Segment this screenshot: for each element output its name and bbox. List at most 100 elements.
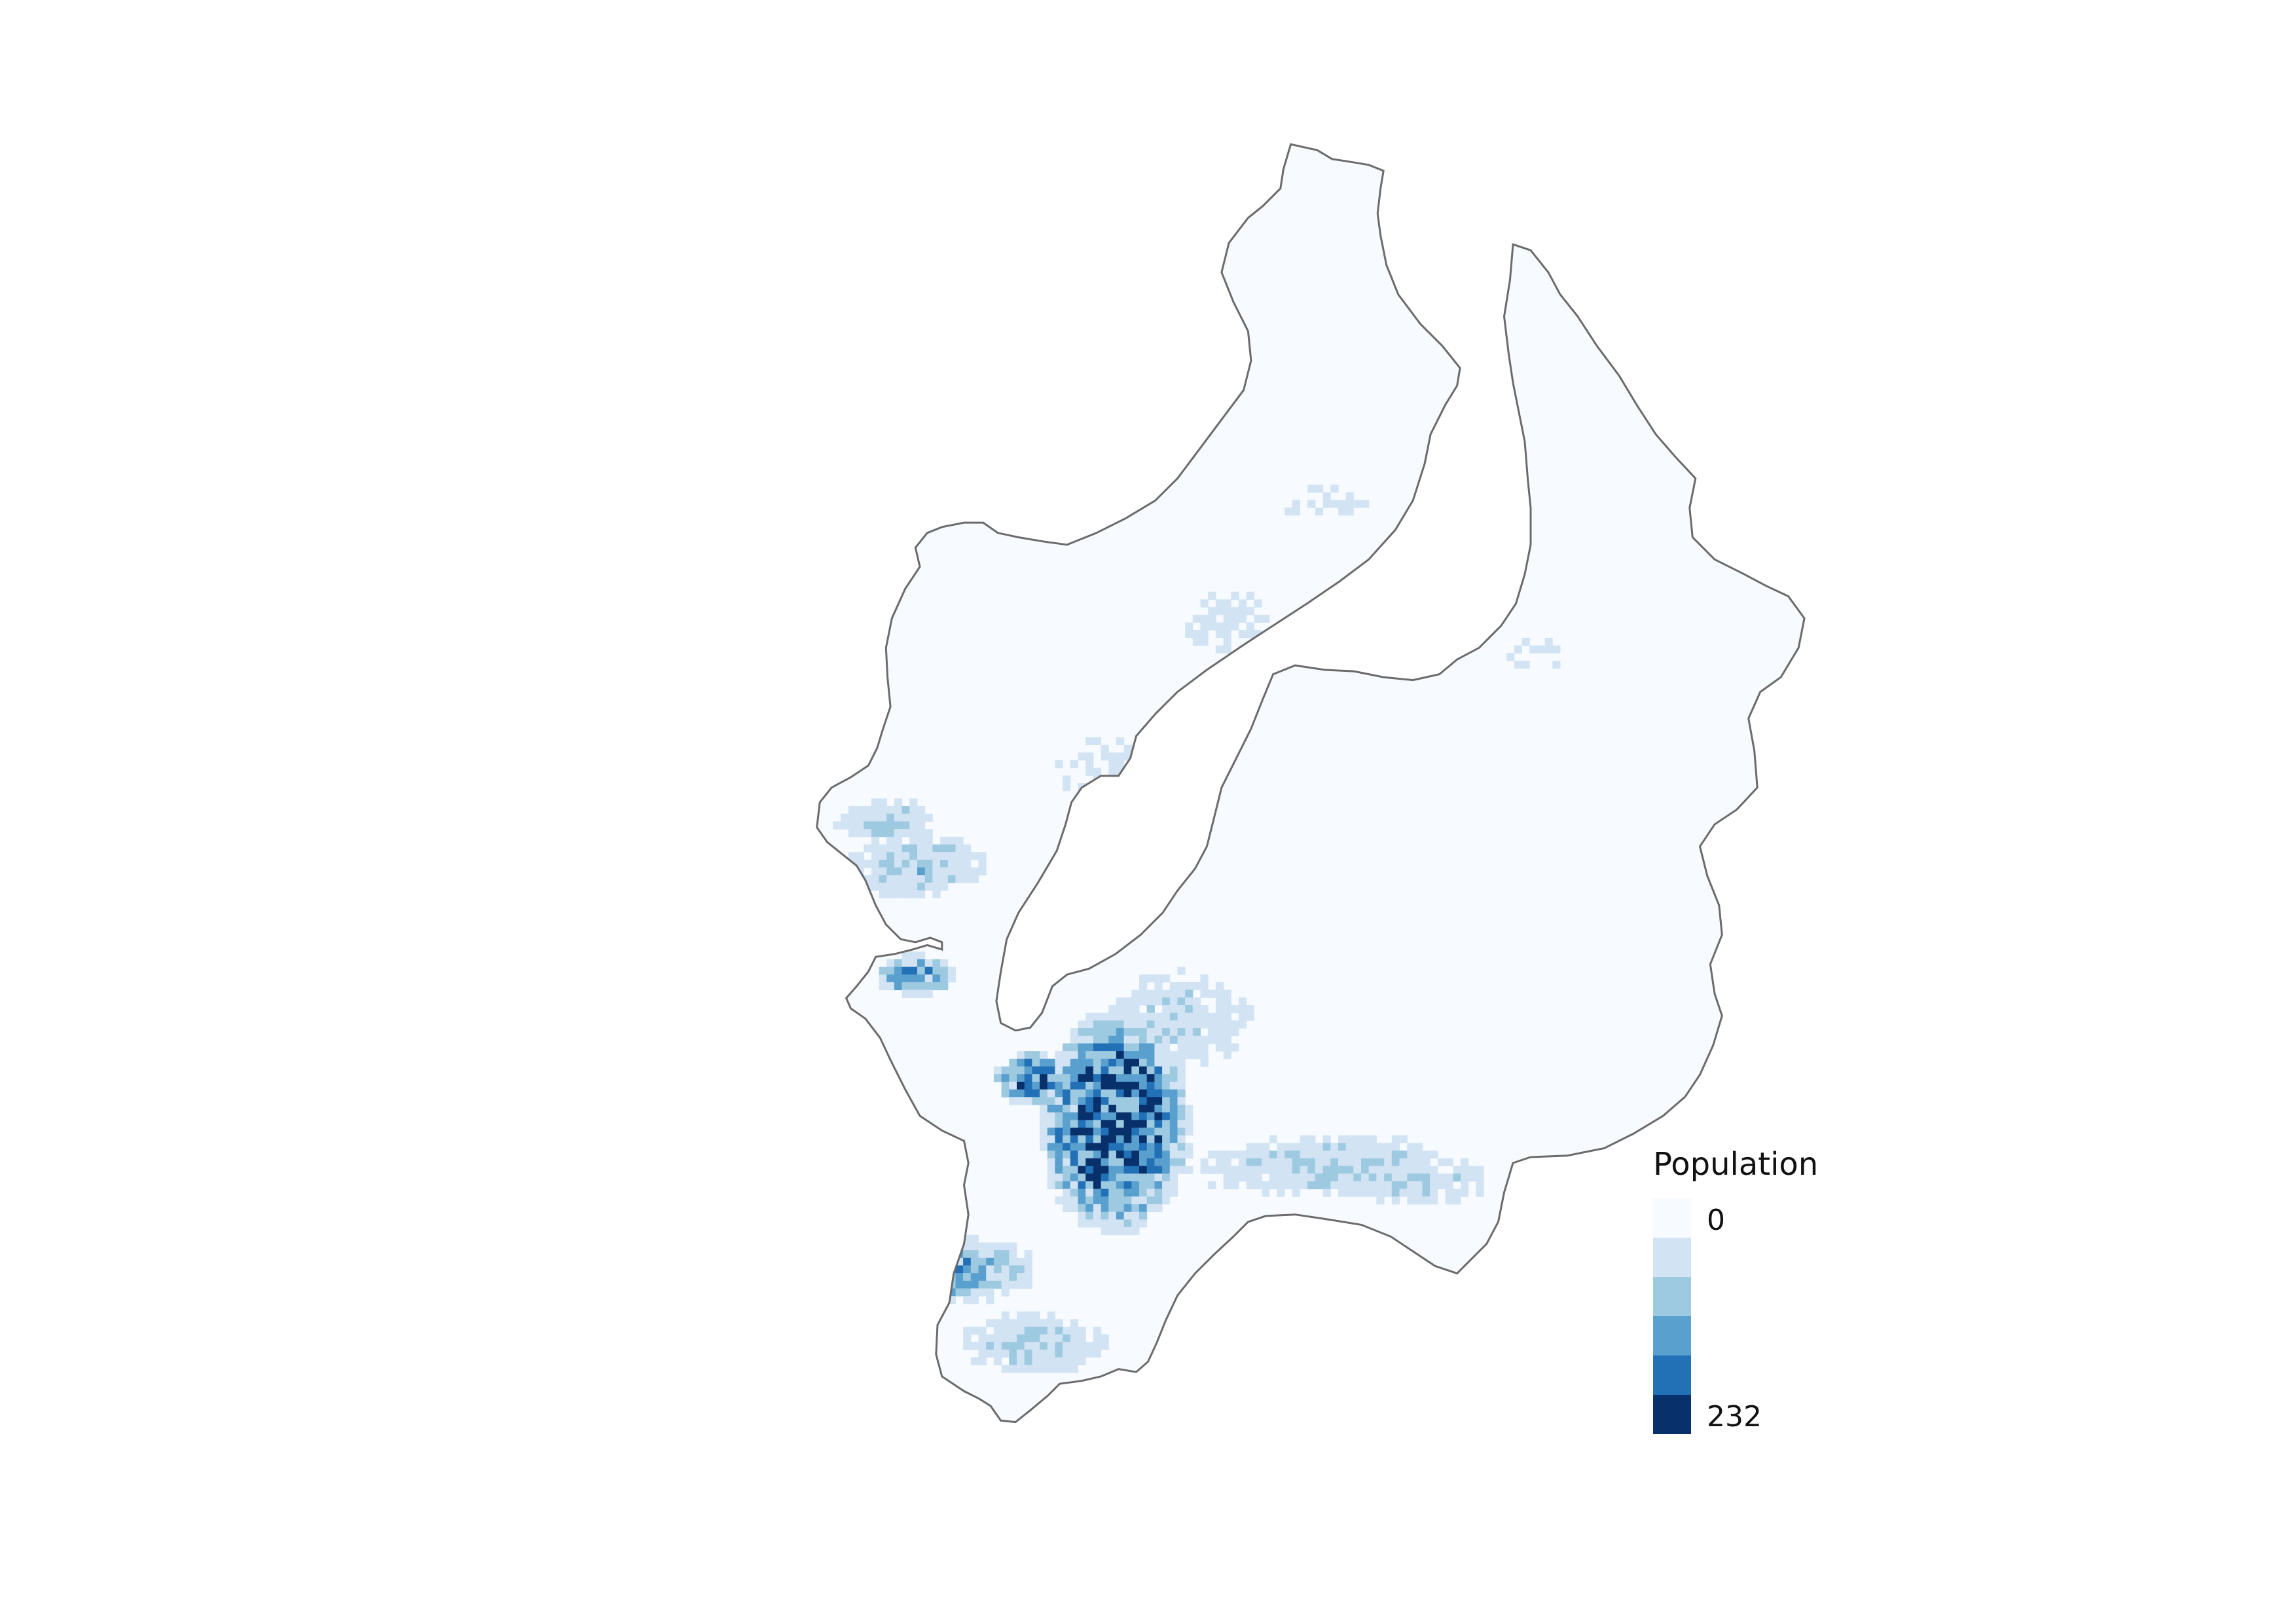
- population-cell: [1146, 1128, 1155, 1136]
- population-cell: [1154, 1189, 1163, 1197]
- population-cell: [1055, 1105, 1063, 1113]
- population-cell: [886, 974, 895, 983]
- population-cell: [1407, 1196, 1415, 1205]
- population-cell: [1108, 767, 1117, 776]
- population-cell: [1123, 1204, 1132, 1213]
- population-cell: [902, 1257, 910, 1266]
- population-cell: [886, 1250, 895, 1259]
- population-cell: [1047, 1181, 1055, 1190]
- population-cell: [1208, 1035, 1216, 1044]
- population-cell: [1376, 1189, 1385, 1197]
- population-cell: [1437, 1158, 1446, 1166]
- population-cell: [1024, 1081, 1032, 1090]
- population-cell: [1154, 1012, 1163, 1021]
- population-cell: [1078, 1097, 1086, 1105]
- population-cell: [886, 882, 895, 891]
- population-cell: [1231, 1181, 1239, 1190]
- population-cell: [1040, 1058, 1048, 1067]
- population-cell: [902, 844, 910, 853]
- population-cell: [1322, 1158, 1331, 1166]
- population-cell: [917, 882, 926, 891]
- population-cell: [1055, 760, 1063, 769]
- population-cell: [1368, 1135, 1377, 1143]
- population-cell: [1040, 1112, 1048, 1120]
- population-cell: [1300, 1151, 1308, 1159]
- population-cell: [1139, 1196, 1148, 1205]
- population-cell: [1200, 630, 1209, 638]
- population-cell: [1108, 1112, 1117, 1120]
- population-cell: [1154, 1151, 1163, 1159]
- population-cell: [1139, 1204, 1148, 1213]
- population-cell: [1093, 1211, 1102, 1220]
- population-cell: [1108, 1181, 1117, 1190]
- legend-swatch-1: [1653, 1198, 1691, 1238]
- population-cell: [1292, 1158, 1300, 1166]
- population-cell: [1192, 982, 1201, 991]
- population-cell: [1070, 1028, 1078, 1037]
- population-cell: [1123, 1196, 1132, 1205]
- population-cell: [1116, 1020, 1125, 1029]
- population-cell: [1108, 1012, 1117, 1021]
- population-cell: [1116, 1074, 1125, 1082]
- legend-max-label: 232: [1707, 1400, 1762, 1433]
- population-cell: [1269, 1173, 1277, 1182]
- population-cell: [1070, 1342, 1078, 1350]
- population-cell: [1009, 1089, 1017, 1098]
- population-cell: [1139, 1143, 1148, 1151]
- population-cell: [1070, 1135, 1078, 1143]
- population-cell: [1277, 1151, 1285, 1159]
- population-cell: [1040, 1051, 1048, 1060]
- population-cell: [1108, 1219, 1117, 1228]
- population-cell: [970, 1257, 979, 1266]
- population-cell: [871, 844, 880, 853]
- population-cell: [1131, 1120, 1140, 1128]
- population-cell: [1040, 1327, 1048, 1335]
- population-cell: [1085, 1219, 1094, 1228]
- population-cell: [1116, 760, 1125, 769]
- population-cell: [1353, 1189, 1362, 1197]
- population-cell: [1185, 1151, 1194, 1159]
- population-cell: [978, 1350, 987, 1358]
- population-cell: [1162, 974, 1171, 983]
- population-cell: [1552, 645, 1561, 654]
- population-cell: [1239, 1005, 1247, 1014]
- population-cell: [986, 1273, 994, 1282]
- population-cell: [1262, 1181, 1270, 1190]
- population-cell: [963, 1250, 972, 1259]
- population-cell: [1085, 1158, 1094, 1166]
- population-cell: [947, 1257, 956, 1266]
- population-cell: [1047, 1357, 1055, 1365]
- population-cell: [1108, 1028, 1117, 1037]
- population-cell: [1009, 1350, 1017, 1358]
- population-cell: [902, 1242, 910, 1251]
- population-cell: [879, 813, 887, 822]
- population-cell: [917, 821, 926, 830]
- population-cell: [879, 1288, 887, 1297]
- population-cell: [879, 967, 887, 975]
- population-cell: [1017, 1357, 1025, 1365]
- population-cell: [1024, 1074, 1032, 1082]
- population-cell: [894, 1242, 903, 1251]
- population-cell: [1047, 1058, 1055, 1067]
- population-cell: [1407, 1158, 1415, 1166]
- population-cell: [1139, 1058, 1148, 1067]
- population-cell: [1177, 1058, 1186, 1067]
- population-cell: [1116, 1211, 1125, 1220]
- population-cell: [1192, 1043, 1201, 1052]
- population-cell: [1131, 1158, 1140, 1166]
- population-cell: [1017, 1365, 1025, 1373]
- population-cell: [986, 1342, 994, 1350]
- population-cell: [1300, 1135, 1308, 1143]
- population-cell: [1192, 997, 1201, 1006]
- population-cell: [1231, 622, 1239, 631]
- population-cell: [1093, 1035, 1102, 1044]
- population-cell: [1131, 1151, 1140, 1159]
- population-cell: [1093, 1327, 1102, 1335]
- population-cell: [1055, 1173, 1063, 1182]
- population-cell: [1407, 1151, 1415, 1159]
- population-cell: [917, 1273, 926, 1282]
- population-cell: [1131, 1181, 1140, 1190]
- population-cell: [1009, 1319, 1017, 1327]
- population-cell: [1116, 1112, 1125, 1120]
- population-cell: [1345, 1173, 1354, 1182]
